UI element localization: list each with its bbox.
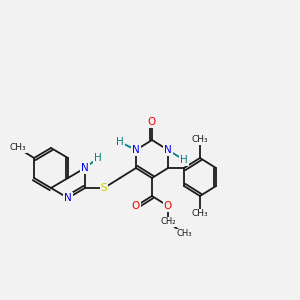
Text: N: N <box>81 163 89 173</box>
Text: O: O <box>148 117 156 127</box>
Text: H: H <box>180 155 188 165</box>
Text: O: O <box>132 201 140 211</box>
Text: O: O <box>164 201 172 211</box>
Text: N: N <box>132 145 140 155</box>
Text: CH₃: CH₃ <box>192 136 208 145</box>
Text: N: N <box>64 193 72 203</box>
Text: CH₃: CH₃ <box>192 209 208 218</box>
Text: CH₃: CH₃ <box>10 143 26 152</box>
Text: CH₂: CH₂ <box>160 218 176 226</box>
Text: N: N <box>164 145 172 155</box>
Text: CH₃: CH₃ <box>176 230 192 238</box>
Text: H: H <box>116 137 124 147</box>
Text: H: H <box>94 153 102 163</box>
Text: S: S <box>101 183 107 193</box>
